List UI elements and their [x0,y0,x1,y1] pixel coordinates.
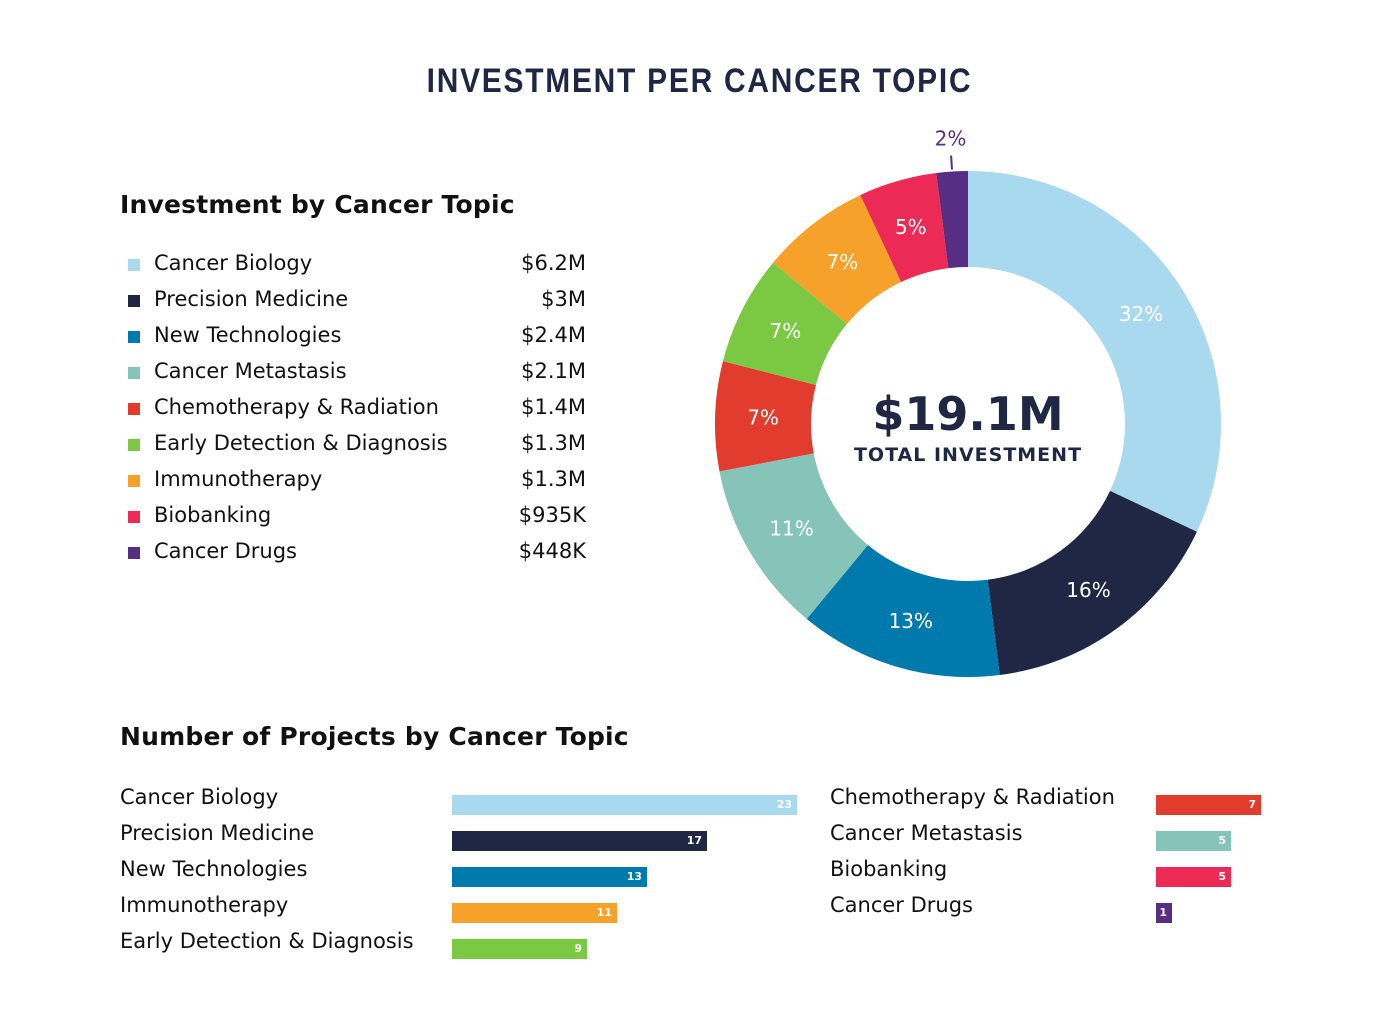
bar-label: Chemotherapy & Radiation [830,785,1115,809]
legend-swatch [128,511,140,523]
donut-slice-label: 5% [895,215,927,239]
investment-legend: Cancer Biology $6.2M Precision Medicine $3M… [128,249,598,573]
bar-label: Cancer Metastasis [830,821,1023,845]
legend-label: Immunotherapy [154,467,323,491]
donut-slice-early-detection-and-diagnosis [722,262,848,385]
bar-value-label: 5 [1218,834,1226,847]
bar-label: Precision Medicine [120,821,315,845]
investment-heading: Investment by Cancer Topic [120,190,515,219]
legend-value: $448K [518,539,586,563]
legend-label: Chemotherapy & Radiation [154,395,439,419]
donut-slice-new-technologies [806,544,1000,677]
bar-label: Cancer Biology [120,785,279,809]
legend-label: Cancer Drugs [154,539,298,563]
donut-slice-chemotherapy-and-radiation [715,361,816,472]
legend-label: Cancer Metastasis [154,359,347,383]
donut-center-label: TOTAL INVESTMENT [854,444,1082,466]
donut-slice-label: 13% [889,609,933,633]
bar-label: Early Detection & Diagnosis [120,929,414,953]
legend-value: $935K [518,503,586,527]
legend-label: Early Detection & Diagnosis [154,431,448,455]
bar-early-detection-and-diagnosis: 9 [452,939,587,959]
legend-item-cancer-biology: Cancer Biology $6.2M [128,249,598,285]
bar-precision-medicine: 17 [452,831,707,851]
bar-cancer-drugs: 1 [1156,903,1172,923]
legend-label: New Technologies [154,323,342,347]
donut-slice-cancer-biology [968,171,1221,532]
bar-value-label: 5 [1218,870,1226,883]
bar-value-label: 17 [686,834,702,847]
bar-biobanking: 5 [1156,867,1231,887]
bar-label: Immunotherapy [120,893,289,917]
bar-value-label: 1 [1159,906,1167,919]
legend-swatch [128,439,140,451]
legend-swatch [128,547,140,559]
bar-value-label: 23 [776,798,792,811]
legend-swatch [128,367,140,379]
legend-swatch [128,331,140,343]
donut-center-value: $19.1M [872,387,1063,441]
donut-slice-precision-medicine [987,490,1197,676]
investment-donut-chart: 32% 16% 13% 11% 7% 7% 7% 5% 2% $19.1M TOTAL INVEST… [715,127,1221,677]
legend-item-early-detection-and-diagnosis: Early Detection & Diagnosis $1.3M [128,429,598,465]
legend-item-biobanking: Biobanking $935K [128,501,598,537]
bar-value-label: 13 [626,870,642,883]
donut-slice-cancer-metastasis [719,453,868,619]
bar-chemotherapy-and-radiation: 7 [1156,795,1261,815]
donut-slice-label: 16% [1066,578,1110,602]
bar-cancer-biology: 23 [452,795,797,815]
projects-heading: Number of Projects by Cancer Topic [120,722,629,751]
bar-cancer-metastasis: 5 [1156,831,1231,851]
legend-swatch [128,259,140,271]
legend-label: Biobanking [154,503,272,527]
legend-item-chemotherapy-and-radiation: Chemotherapy & Radiation $1.4M [128,393,598,429]
legend-label: Precision Medicine [154,287,349,311]
legend-value: $1.3M [521,467,586,491]
bar-value-label: 7 [1248,798,1256,811]
donut-slice-biobanking [860,172,949,282]
bar-new-technologies: 13 [452,867,647,887]
legend-value: $1.3M [521,431,586,455]
legend-item-cancer-drugs: Cancer Drugs $448K [128,537,598,573]
legend-item-immunotherapy: Immunotherapy $1.3M [128,465,598,501]
legend-swatch [128,475,140,487]
donut-slice-cancer-drugs [936,171,968,269]
bar-label: Cancer Drugs [830,893,974,917]
page-title: INVESTMENT PER CANCER TOPIC [426,62,973,100]
legend-value: $2.4M [521,323,586,347]
donut-slice-label: 7% [769,319,801,343]
donut-slice-immunotherapy [773,195,902,324]
bar-value-label: 9 [574,942,582,955]
donut-slice-label: 7% [747,406,779,430]
donut-slice-label: 32% [1119,302,1163,326]
legend-swatch [128,403,140,415]
legend-value: $6.2M [521,251,586,275]
legend-item-precision-medicine: Precision Medicine $3M [128,285,598,321]
bar-value-label: 11 [596,906,612,919]
legend-label: Cancer Biology [154,251,313,275]
bar-label: Biobanking [830,857,948,881]
legend-value: $3M [541,287,586,311]
legend-item-cancer-metastasis: Cancer Metastasis $2.1M [128,357,598,393]
bar-immunotherapy: 11 [452,903,617,923]
donut-leader-line [950,155,953,170]
bar-label: New Technologies [120,857,308,881]
donut-slice-label: 7% [826,250,858,274]
legend-value: $2.1M [521,359,586,383]
legend-swatch [128,295,140,307]
legend-value: $1.4M [521,395,586,419]
legend-item-new-technologies: New Technologies $2.4M [128,321,598,357]
donut-slice-label: 11% [769,516,813,540]
donut-slice-label: 2% [935,127,967,151]
